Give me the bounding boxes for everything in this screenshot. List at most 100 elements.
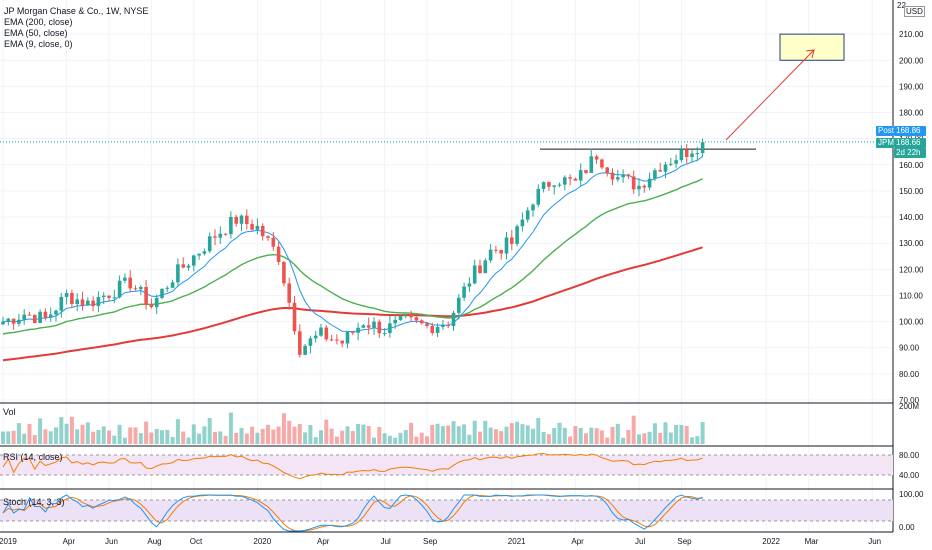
candle-body [441, 325, 445, 327]
volume-bar [138, 433, 143, 444]
candle-body [594, 156, 599, 160]
volume-bar [340, 430, 345, 444]
volume-bar [536, 417, 541, 444]
volume-bar [186, 437, 191, 444]
volume-bar [456, 426, 461, 444]
target-zone-box[interactable] [779, 33, 845, 61]
volume-bar [48, 431, 53, 444]
candle-body [658, 170, 662, 172]
volume-bar [483, 420, 488, 444]
volume-pane-label[interactable]: Vol [3, 407, 16, 417]
candle-body [409, 314, 413, 318]
candle-body [478, 265, 482, 274]
horizontal-gridlines [0, 33, 893, 401]
candle-body [218, 233, 223, 238]
volume-bar [244, 433, 249, 444]
candle-body [568, 177, 572, 179]
volume-bar [324, 419, 329, 444]
candle-body [266, 236, 270, 238]
candle-body [642, 185, 647, 188]
candle-body [345, 331, 350, 344]
candle-body [6, 318, 11, 322]
symbol-title[interactable]: JP Morgan Chase & Co., 1W, NYSE [4, 6, 149, 16]
projection-arrow[interactable] [725, 49, 815, 141]
pane-axis-ticks: 200M 80.00 40.00 100.00 0.00 [899, 402, 924, 532]
price-axis-ticks: 210.00200.00190.00180.00170.00160.00150.… [899, 30, 924, 405]
rsi-pane-label[interactable]: RSI (14, close) [3, 452, 63, 462]
candle-body [488, 249, 493, 261]
volume-bar [27, 423, 32, 444]
candle-body [541, 182, 546, 189]
price-tick-label: 180.00 [899, 109, 924, 118]
volume-bars [1, 412, 705, 444]
candle-body [33, 314, 37, 323]
ema-9-line [2, 156, 703, 333]
candle-body [504, 237, 509, 254]
currency-selector[interactable]: USD [904, 6, 925, 17]
volume-bar [75, 429, 80, 444]
candle-body [584, 170, 588, 173]
volume-bar [700, 421, 705, 444]
volume-bar [361, 424, 366, 444]
volume-bar [308, 424, 313, 444]
ema-50-legend[interactable]: EMA (50, close) [4, 28, 68, 38]
candle-body [578, 170, 583, 181]
candle-body [510, 237, 514, 244]
ema-9-legend[interactable]: EMA (9, close, 0) [4, 39, 73, 49]
volume-bar [260, 428, 265, 444]
ema-50-line [2, 178, 703, 335]
volume-bar [297, 424, 302, 444]
post-label-badge: Post [876, 126, 895, 136]
candle-body [372, 321, 376, 328]
rsi-line [2, 452, 703, 480]
volume-bar [552, 428, 557, 444]
candle-body [86, 300, 90, 306]
candle-body [393, 319, 397, 324]
candle-body [669, 163, 673, 165]
candle-body [70, 292, 74, 305]
volume-bar [599, 430, 604, 444]
candle-body [181, 264, 185, 268]
volume-bar [276, 426, 281, 444]
price-tick-label: 90.00 [899, 344, 920, 353]
time-tick-label: Sep [423, 537, 438, 546]
candle-body [128, 277, 132, 289]
candle-body [170, 282, 175, 288]
time-tick-label: Apr [317, 537, 330, 546]
volume-bar [584, 433, 588, 444]
time-tick-label: 2021 [508, 537, 526, 546]
volume-bar [366, 425, 371, 444]
volume-bar [11, 430, 16, 444]
candle-body [298, 331, 302, 355]
volume-bar [356, 424, 361, 444]
volume-bar [191, 424, 196, 444]
volume-bar [38, 418, 43, 444]
volume-bar [440, 426, 445, 444]
price-tick-label: 160.00 [899, 161, 924, 170]
candle-body [700, 142, 705, 154]
volume-bar [451, 421, 456, 444]
ema-200-legend[interactable]: EMA (200, close) [4, 17, 73, 27]
candle-body [647, 178, 652, 188]
volume-bar [69, 416, 74, 444]
volume-bar [144, 421, 149, 444]
candle-body [282, 261, 286, 284]
time-tick-label: Mar [805, 537, 819, 546]
candle-body [154, 297, 159, 308]
price-tick-label: 200.00 [899, 56, 924, 65]
candle-body [38, 311, 42, 323]
volume-bar [647, 431, 652, 444]
volume-bar [568, 436, 573, 444]
volume-bar [393, 437, 398, 444]
candle-body [287, 283, 291, 303]
pane-tick-label: 80.00 [899, 451, 920, 460]
pane-tick-label: 100.00 [899, 490, 924, 499]
volume-bar [690, 437, 694, 444]
volume-bar [499, 431, 504, 444]
stoch-pane-label[interactable]: Stoch (14, 3, 3) [3, 497, 65, 507]
candle-body [91, 300, 95, 307]
candle-body [472, 265, 477, 284]
volume-bar [462, 424, 467, 444]
volume-bar [668, 432, 673, 444]
